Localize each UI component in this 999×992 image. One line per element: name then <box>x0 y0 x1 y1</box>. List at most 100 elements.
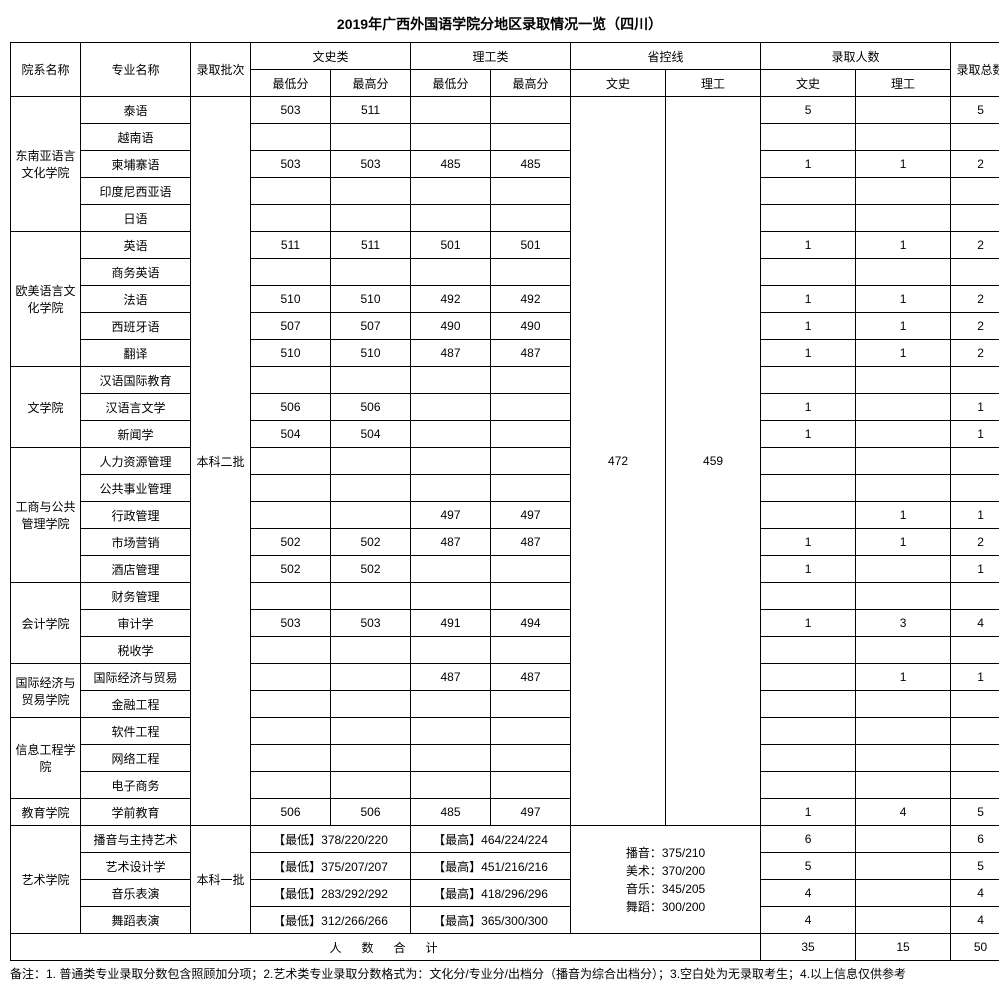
count-cell <box>856 178 951 205</box>
count-cell <box>761 502 856 529</box>
major-cell: 舞蹈表演 <box>81 907 191 934</box>
major-cell: 电子商务 <box>81 772 191 799</box>
score-cell: 494 <box>491 610 571 637</box>
prov-line-arts: 472 <box>571 97 666 826</box>
count-cell: 1 <box>761 340 856 367</box>
score-cell <box>491 205 571 232</box>
totals-row: 人 数 合 计351550 <box>11 934 999 961</box>
score-cell: 503 <box>331 610 411 637</box>
score-cell <box>251 448 331 475</box>
count-cell: 3 <box>856 610 951 637</box>
score-cell: 502 <box>251 529 331 556</box>
major-cell: 人力资源管理 <box>81 448 191 475</box>
major-cell: 金融工程 <box>81 691 191 718</box>
score-cell: 502 <box>331 529 411 556</box>
hdr-line-arts: 文史 <box>571 70 666 97</box>
count-cell: 1 <box>761 232 856 259</box>
count-cell <box>856 421 951 448</box>
count-cell <box>856 475 951 502</box>
hdr-cnt-sci: 理工 <box>856 70 951 97</box>
count-cell: 1 <box>761 286 856 313</box>
table-row: 会计学院财务管理 <box>11 583 999 610</box>
count-cell: 1 <box>856 664 951 691</box>
batch-cell: 本科一批 <box>191 826 251 934</box>
totals-cell: 50 <box>951 934 999 961</box>
count-cell <box>951 448 999 475</box>
score-cell <box>411 367 491 394</box>
score-cell: 491 <box>411 610 491 637</box>
score-cell: 497 <box>411 502 491 529</box>
count-cell: 1 <box>856 313 951 340</box>
count-cell: 1 <box>856 232 951 259</box>
count-cell: 1 <box>856 340 951 367</box>
score-cell <box>251 718 331 745</box>
score-cell <box>491 475 571 502</box>
count-cell <box>761 691 856 718</box>
count-cell <box>761 178 856 205</box>
score-cell <box>331 502 411 529</box>
count-cell: 6 <box>761 826 856 853</box>
score-cell: 503 <box>331 151 411 178</box>
count-cell: 1 <box>761 394 856 421</box>
table-row: 信息工程学院软件工程 <box>11 718 999 745</box>
count-cell: 1 <box>856 286 951 313</box>
major-cell: 网络工程 <box>81 745 191 772</box>
score-cell <box>491 394 571 421</box>
major-cell: 行政管理 <box>81 502 191 529</box>
score-cell <box>251 124 331 151</box>
totals-label: 人 数 合 计 <box>11 934 761 961</box>
score-cell <box>331 367 411 394</box>
hdr-admit-group: 录取人数 <box>761 43 951 70</box>
count-cell <box>856 745 951 772</box>
score-cell <box>331 205 411 232</box>
count-cell: 4 <box>951 610 999 637</box>
score-cell: 487 <box>491 664 571 691</box>
dept-cell: 欧美语言文化学院 <box>11 232 81 367</box>
major-cell: 法语 <box>81 286 191 313</box>
score-cell <box>491 583 571 610</box>
major-cell: 审计学 <box>81 610 191 637</box>
count-cell: 4 <box>761 907 856 934</box>
score-cell <box>331 124 411 151</box>
hdr-arts-group: 文史类 <box>251 43 411 70</box>
page-title: 2019年广西外国语学院分地区录取情况一览（四川） <box>10 14 989 34</box>
count-cell <box>761 259 856 286</box>
count-cell <box>856 718 951 745</box>
table-row: 翻译510510487487112 <box>11 340 999 367</box>
major-cell: 软件工程 <box>81 718 191 745</box>
major-cell: 翻译 <box>81 340 191 367</box>
score-cell <box>491 97 571 124</box>
major-cell: 商务英语 <box>81 259 191 286</box>
table-row: 艺术学院播音与主持艺术本科一批【最低】378/220/220【最高】464/22… <box>11 826 999 853</box>
score-cell: 487 <box>411 340 491 367</box>
score-cell <box>331 772 411 799</box>
count-cell <box>951 583 999 610</box>
major-cell: 学前教育 <box>81 799 191 826</box>
score-cell: 510 <box>331 340 411 367</box>
hdr-line-sci: 理工 <box>666 70 761 97</box>
count-cell <box>856 259 951 286</box>
score-cell <box>411 448 491 475</box>
score-cell <box>251 475 331 502</box>
dept-cell: 东南亚语言文化学院 <box>11 97 81 232</box>
count-cell: 1 <box>951 502 999 529</box>
count-cell <box>761 718 856 745</box>
totals-cell: 15 <box>856 934 951 961</box>
score-cell: 504 <box>251 421 331 448</box>
score-cell <box>331 637 411 664</box>
major-cell: 市场营销 <box>81 529 191 556</box>
score-cell <box>411 178 491 205</box>
prov-line-sci: 459 <box>666 97 761 826</box>
table-row: 公共事业管理 <box>11 475 999 502</box>
score-cell <box>251 259 331 286</box>
table-row: 审计学503503491494134 <box>11 610 999 637</box>
count-cell: 1 <box>761 610 856 637</box>
count-cell <box>951 367 999 394</box>
count-cell: 1 <box>951 556 999 583</box>
score-cell <box>491 448 571 475</box>
table-row: 法语510510492492112 <box>11 286 999 313</box>
score-cell: 490 <box>411 313 491 340</box>
score-cell <box>411 718 491 745</box>
score-cell <box>331 259 411 286</box>
count-cell: 4 <box>761 880 856 907</box>
